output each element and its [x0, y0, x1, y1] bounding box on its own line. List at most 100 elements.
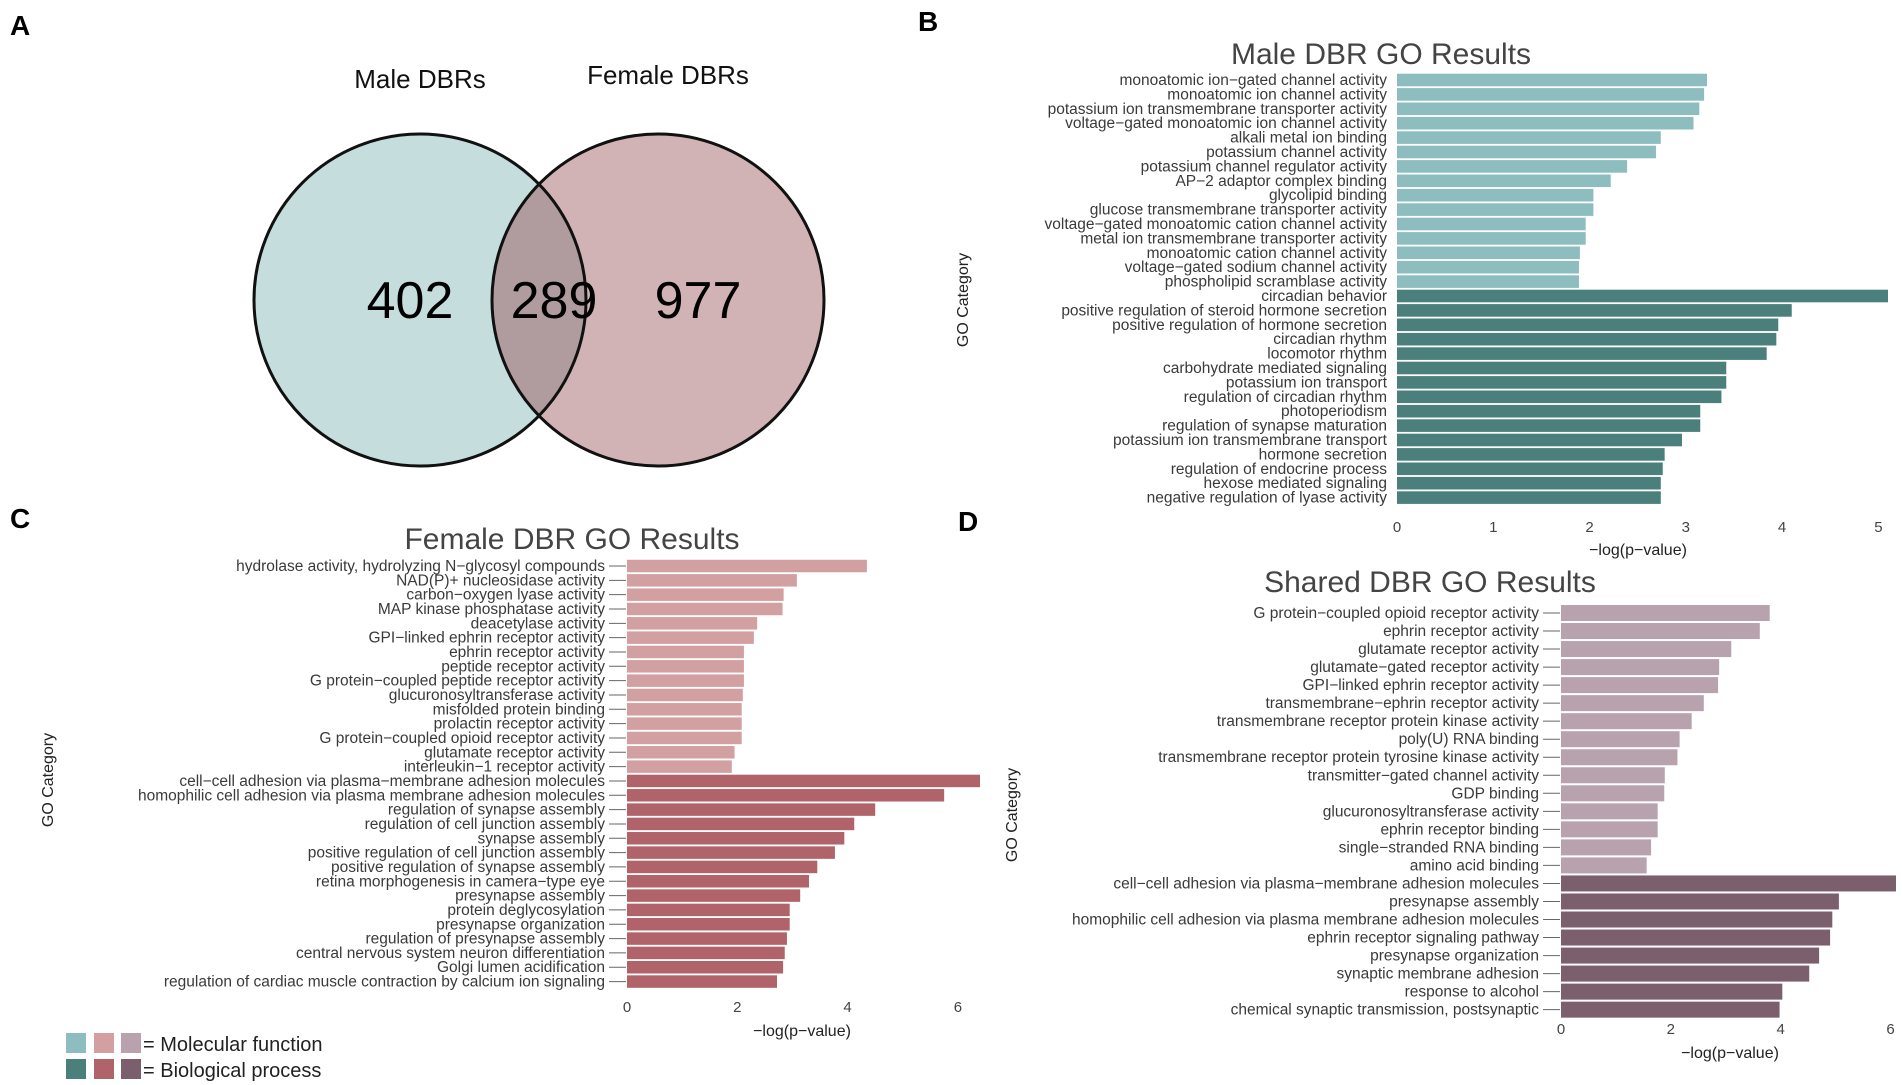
- venn-female-circle: [492, 134, 824, 466]
- bar: [1561, 749, 1678, 766]
- bar: [1561, 965, 1810, 982]
- bar: [1397, 433, 1682, 447]
- category-label: GDP binding: [1451, 785, 1539, 802]
- bar: [1397, 448, 1665, 461]
- panel-letter-c: C: [10, 503, 30, 534]
- female-bars-area: hydrolase activity, hydrolyzing N−glycos…: [138, 558, 980, 1016]
- category-label: potassium ion transport: [1226, 374, 1388, 391]
- y-axis-title: GO Category: [955, 253, 972, 347]
- category-label: G protein−coupled opioid receptor activi…: [1253, 605, 1539, 622]
- chart-title: Male DBR GO Results: [1231, 38, 1531, 71]
- male-bars-area: monoatomic ion−gated channel activitymon…: [1045, 72, 1888, 536]
- category-label: photoperiodism: [1281, 403, 1387, 420]
- category-label: potassium ion transmembrane transporter …: [1048, 101, 1388, 118]
- chart-title: Shared DBR GO Results: [1264, 566, 1596, 599]
- female-go-chart: C Female DBR GO Results GO Category −log…: [10, 503, 980, 1040]
- bar: [627, 574, 797, 587]
- y-axis-title: GO Category: [40, 733, 57, 827]
- bar: [1561, 1001, 1780, 1018]
- bar: [1561, 641, 1732, 658]
- x-tick-label: 2: [1585, 519, 1593, 536]
- category-label: carbon−oxygen lyase activity: [406, 587, 605, 604]
- legend-swatch-mf-rose: [94, 1033, 114, 1053]
- x-tick-label: 2: [733, 999, 741, 1016]
- legend-swatch-mf-mauve: [121, 1033, 141, 1053]
- bar: [627, 889, 801, 902]
- category-label: regulation of cell junction assembly: [365, 816, 606, 833]
- bar: [1397, 88, 1705, 101]
- category-label: protein deglycosylation: [447, 902, 605, 919]
- legend-swatch-bp-teal: [66, 1059, 86, 1079]
- panel-letter-d: D: [958, 506, 978, 537]
- category-label: AP−2 adaptor complex binding: [1175, 173, 1387, 190]
- category-label: ephrin receptor binding: [1380, 821, 1539, 838]
- category-label: deacetylase activity: [471, 615, 606, 632]
- bar: [627, 860, 818, 874]
- bar: [627, 559, 867, 573]
- category-label: presynapse assembly: [1389, 893, 1539, 910]
- bar: [627, 932, 787, 945]
- bar: [1397, 462, 1663, 476]
- bar: [1397, 217, 1586, 231]
- category-label: monoatomic ion channel activity: [1167, 86, 1387, 103]
- bar: [1397, 476, 1661, 490]
- bar: [627, 588, 784, 601]
- category-label: locomotor rhythm: [1267, 346, 1387, 363]
- bar: [1397, 289, 1888, 303]
- category-label: homophilic cell adhesion via plasma memb…: [1072, 912, 1539, 929]
- category-label: regulation of endocrine process: [1171, 461, 1388, 478]
- category-label: phospholipid scramblase activity: [1165, 274, 1388, 291]
- category-label: voltage−gated monoatomic cation channel …: [1045, 216, 1388, 233]
- bar: [1561, 803, 1658, 820]
- x-tick-label: 1: [1489, 519, 1497, 536]
- bar: [1397, 116, 1694, 130]
- category-label: single−stranded RNA binding: [1339, 839, 1539, 856]
- category-label: presynapse organization: [1370, 948, 1539, 965]
- venn-male-circle: [254, 134, 586, 466]
- bar: [1397, 491, 1661, 504]
- bar: [1397, 419, 1701, 432]
- bar: [1397, 332, 1777, 346]
- chart-title: Female DBR GO Results: [404, 523, 739, 556]
- male-go-chart: B Male DBR GO Results GO Category −log(p…: [918, 6, 1888, 559]
- bar: [627, 746, 735, 759]
- category-label: ephrin receptor activity: [1383, 623, 1539, 640]
- category-label: glutamate−gated receptor activity: [1310, 659, 1539, 676]
- legend-swatch-bp-rose: [94, 1059, 114, 1079]
- bar: [627, 846, 835, 859]
- panel-letter-a: A: [10, 10, 30, 41]
- bar: [1561, 605, 1770, 621]
- category-label: potassium channel activity: [1206, 144, 1387, 161]
- bar: [627, 875, 810, 888]
- bar: [1397, 347, 1767, 360]
- category-label: alkali metal ion binding: [1230, 130, 1387, 147]
- category-label: presynapse organization: [436, 916, 605, 933]
- category-label: prolactin receptor activity: [434, 716, 606, 733]
- category-label: voltage−gated monoatomic ion channel act…: [1065, 115, 1387, 132]
- category-label: retina morphogenesis in camera−type eye: [316, 873, 605, 890]
- category-label: transmitter−gated channel activity: [1308, 767, 1540, 784]
- bar: [627, 903, 790, 917]
- bar: [1397, 145, 1656, 159]
- bar: [1397, 232, 1586, 245]
- x-tick-label: 0: [1393, 519, 1401, 536]
- bar: [1561, 659, 1720, 676]
- x-axis-title: −log(p−value): [1589, 542, 1687, 559]
- category-label: NAD(P)+ nucleosidase activity: [396, 572, 605, 589]
- category-label: synaptic membrane adhesion: [1337, 966, 1539, 983]
- bar: [627, 832, 845, 845]
- venn-female-only-count: 977: [655, 272, 742, 330]
- bar: [1397, 275, 1579, 288]
- category-label: misfolded protein binding: [433, 701, 605, 718]
- category-label: hexose mediated signaling: [1203, 475, 1387, 492]
- category-label: positive regulation of hormone secretion: [1112, 317, 1387, 334]
- panel-letter-b: B: [918, 6, 938, 37]
- category-label: glutamate receptor activity: [1358, 641, 1539, 658]
- x-tick-label: 6: [1886, 1021, 1894, 1038]
- category-label: amino acid binding: [1410, 857, 1539, 874]
- category-label: monoatomic cation channel activity: [1147, 245, 1388, 262]
- x-tick-label: 3: [1682, 519, 1690, 536]
- legend-biological-process: = Biological process: [143, 1060, 321, 1082]
- bar: [1561, 821, 1658, 838]
- bar: [1397, 318, 1779, 332]
